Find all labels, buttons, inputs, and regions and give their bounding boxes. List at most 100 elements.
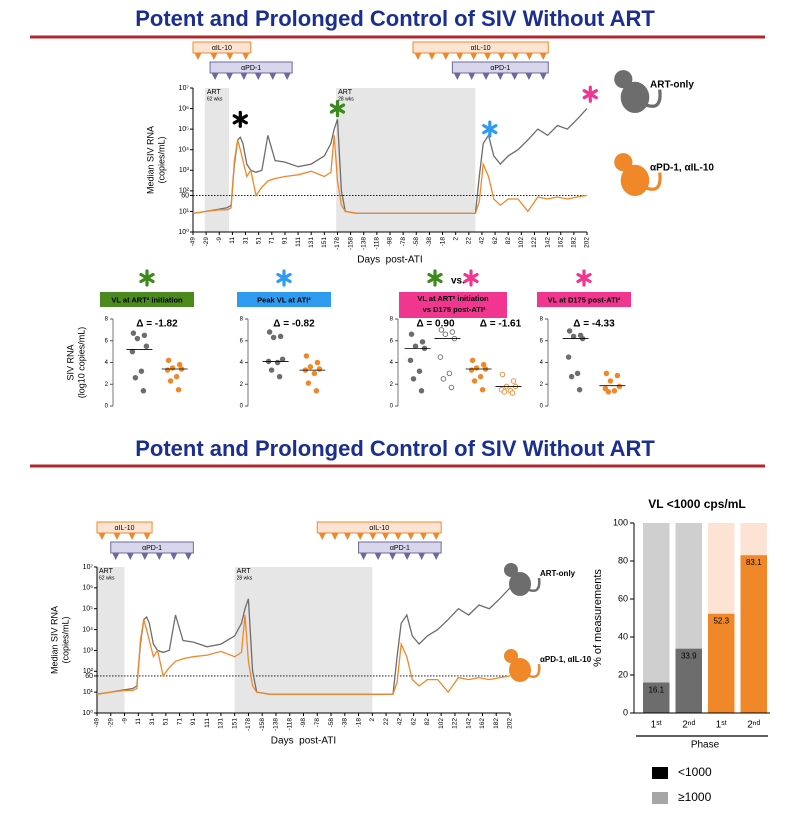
dot bbox=[129, 348, 136, 355]
x-tick-label: 2ⁿᵈ bbox=[747, 720, 760, 731]
x-tick-label: -49 bbox=[190, 237, 197, 247]
dose-marker bbox=[126, 553, 134, 560]
x-tick-label: 202 bbox=[507, 718, 514, 729]
dot bbox=[468, 367, 475, 373]
dot bbox=[576, 386, 583, 393]
dot bbox=[270, 334, 277, 341]
bar-segment bbox=[708, 613, 735, 713]
dot bbox=[477, 373, 484, 380]
x-tick-label: 2 bbox=[452, 237, 459, 241]
panel-title-box bbox=[100, 292, 194, 307]
value-label-bg bbox=[679, 650, 698, 661]
value-label: 16.1 bbox=[648, 686, 664, 695]
dose-marker bbox=[240, 73, 248, 80]
dose-marker bbox=[442, 53, 450, 60]
x-tick-label: 2 bbox=[369, 718, 376, 722]
dot bbox=[510, 378, 517, 384]
star-stroke bbox=[576, 272, 592, 284]
star-stroke bbox=[463, 272, 479, 284]
treatment-bar bbox=[412, 41, 549, 54]
art-sublabel: 28 wks bbox=[237, 575, 253, 581]
x-axis-label: Days post-ATI bbox=[271, 736, 336, 747]
y-tick-label: 10³ bbox=[83, 647, 94, 654]
dot bbox=[574, 370, 581, 377]
x-tick-label: -29 bbox=[203, 237, 210, 247]
x-tick-label: -58 bbox=[328, 718, 335, 728]
x-tick-label: 82 bbox=[424, 718, 431, 726]
dot bbox=[268, 367, 275, 373]
x-tick-label: -78 bbox=[400, 237, 407, 247]
value-label: 52.3 bbox=[713, 617, 729, 626]
x-tick-label: -9 bbox=[121, 718, 128, 724]
x-tick-label: 142 bbox=[465, 718, 472, 729]
art-sublabel: 62 wks bbox=[99, 575, 115, 581]
x-tick-label: 131 bbox=[308, 237, 315, 248]
dose-marker bbox=[394, 533, 402, 540]
dot bbox=[175, 386, 182, 393]
x-tick-label: 11 bbox=[229, 237, 236, 244]
dot bbox=[566, 328, 573, 334]
icon-tail bbox=[528, 663, 541, 678]
dot bbox=[141, 332, 148, 339]
dose-marker bbox=[432, 553, 440, 560]
x-tick-label: 31 bbox=[149, 718, 156, 726]
y-axis-label: (log10 copies/mL) bbox=[76, 327, 86, 399]
y-tick-label: 10⁴ bbox=[178, 147, 189, 154]
delta-label: Δ = -0.82 bbox=[273, 319, 315, 330]
dot bbox=[602, 385, 609, 392]
legend-label: αPD-1, αIL-10 bbox=[650, 163, 714, 174]
dot bbox=[276, 373, 283, 380]
x-tick-label: -49 bbox=[94, 718, 101, 728]
y-tick-label: 10³ bbox=[179, 167, 190, 174]
dose-marker bbox=[225, 73, 233, 80]
y-tick-label: 2 bbox=[390, 382, 394, 388]
x-tick-label: -138 bbox=[273, 718, 280, 731]
dot bbox=[313, 388, 320, 394]
series-line bbox=[192, 108, 588, 215]
y-tick-label: 10⁷ bbox=[179, 85, 190, 92]
icon-body bbox=[509, 658, 531, 682]
dose-marker bbox=[453, 73, 461, 80]
dot bbox=[132, 374, 139, 381]
star bbox=[427, 269, 443, 287]
panel-title: VL at ART² initiation bbox=[111, 295, 183, 304]
x-tick-label: 182 bbox=[493, 718, 500, 729]
dose-marker bbox=[331, 533, 339, 540]
dose-marker bbox=[128, 533, 136, 540]
dot bbox=[279, 356, 286, 362]
dose-marker bbox=[211, 73, 219, 80]
dot bbox=[307, 364, 314, 370]
dose-marker bbox=[210, 53, 218, 60]
y-tick-label: 10¹ bbox=[179, 208, 190, 215]
dot bbox=[169, 365, 176, 371]
y-tick-label: 8 bbox=[390, 317, 394, 323]
dot bbox=[173, 373, 180, 380]
icon-head bbox=[614, 70, 633, 89]
x-tick-label: 122 bbox=[531, 237, 538, 248]
x-tick-label: 162 bbox=[557, 237, 564, 248]
x-tick-label: 111 bbox=[295, 237, 302, 247]
dot bbox=[311, 370, 318, 377]
star bbox=[329, 99, 346, 118]
y-axis-label: % of measurements bbox=[592, 569, 604, 667]
art-sublabel: 28 wks bbox=[338, 96, 354, 102]
x-tick-label: 42 bbox=[397, 718, 404, 726]
monkey-icon bbox=[504, 649, 541, 682]
dot bbox=[138, 368, 145, 374]
dot bbox=[303, 353, 310, 359]
treatment-label: αIL-10 bbox=[369, 525, 389, 532]
dot bbox=[479, 386, 486, 393]
delta-label: Δ = -1.82 bbox=[136, 319, 178, 330]
x-tick-label: -9 bbox=[216, 237, 223, 243]
dose-marker bbox=[539, 53, 547, 60]
dose-marker bbox=[113, 533, 121, 540]
dot bbox=[134, 335, 141, 342]
dose-marker bbox=[389, 553, 397, 560]
x-tick-label: -18 bbox=[355, 718, 362, 728]
y-tick-label: 2 bbox=[540, 382, 544, 388]
dot bbox=[305, 380, 312, 386]
x-tick-label: -178 bbox=[245, 718, 252, 731]
value-label-bg bbox=[744, 557, 763, 568]
icon-head bbox=[614, 153, 633, 172]
